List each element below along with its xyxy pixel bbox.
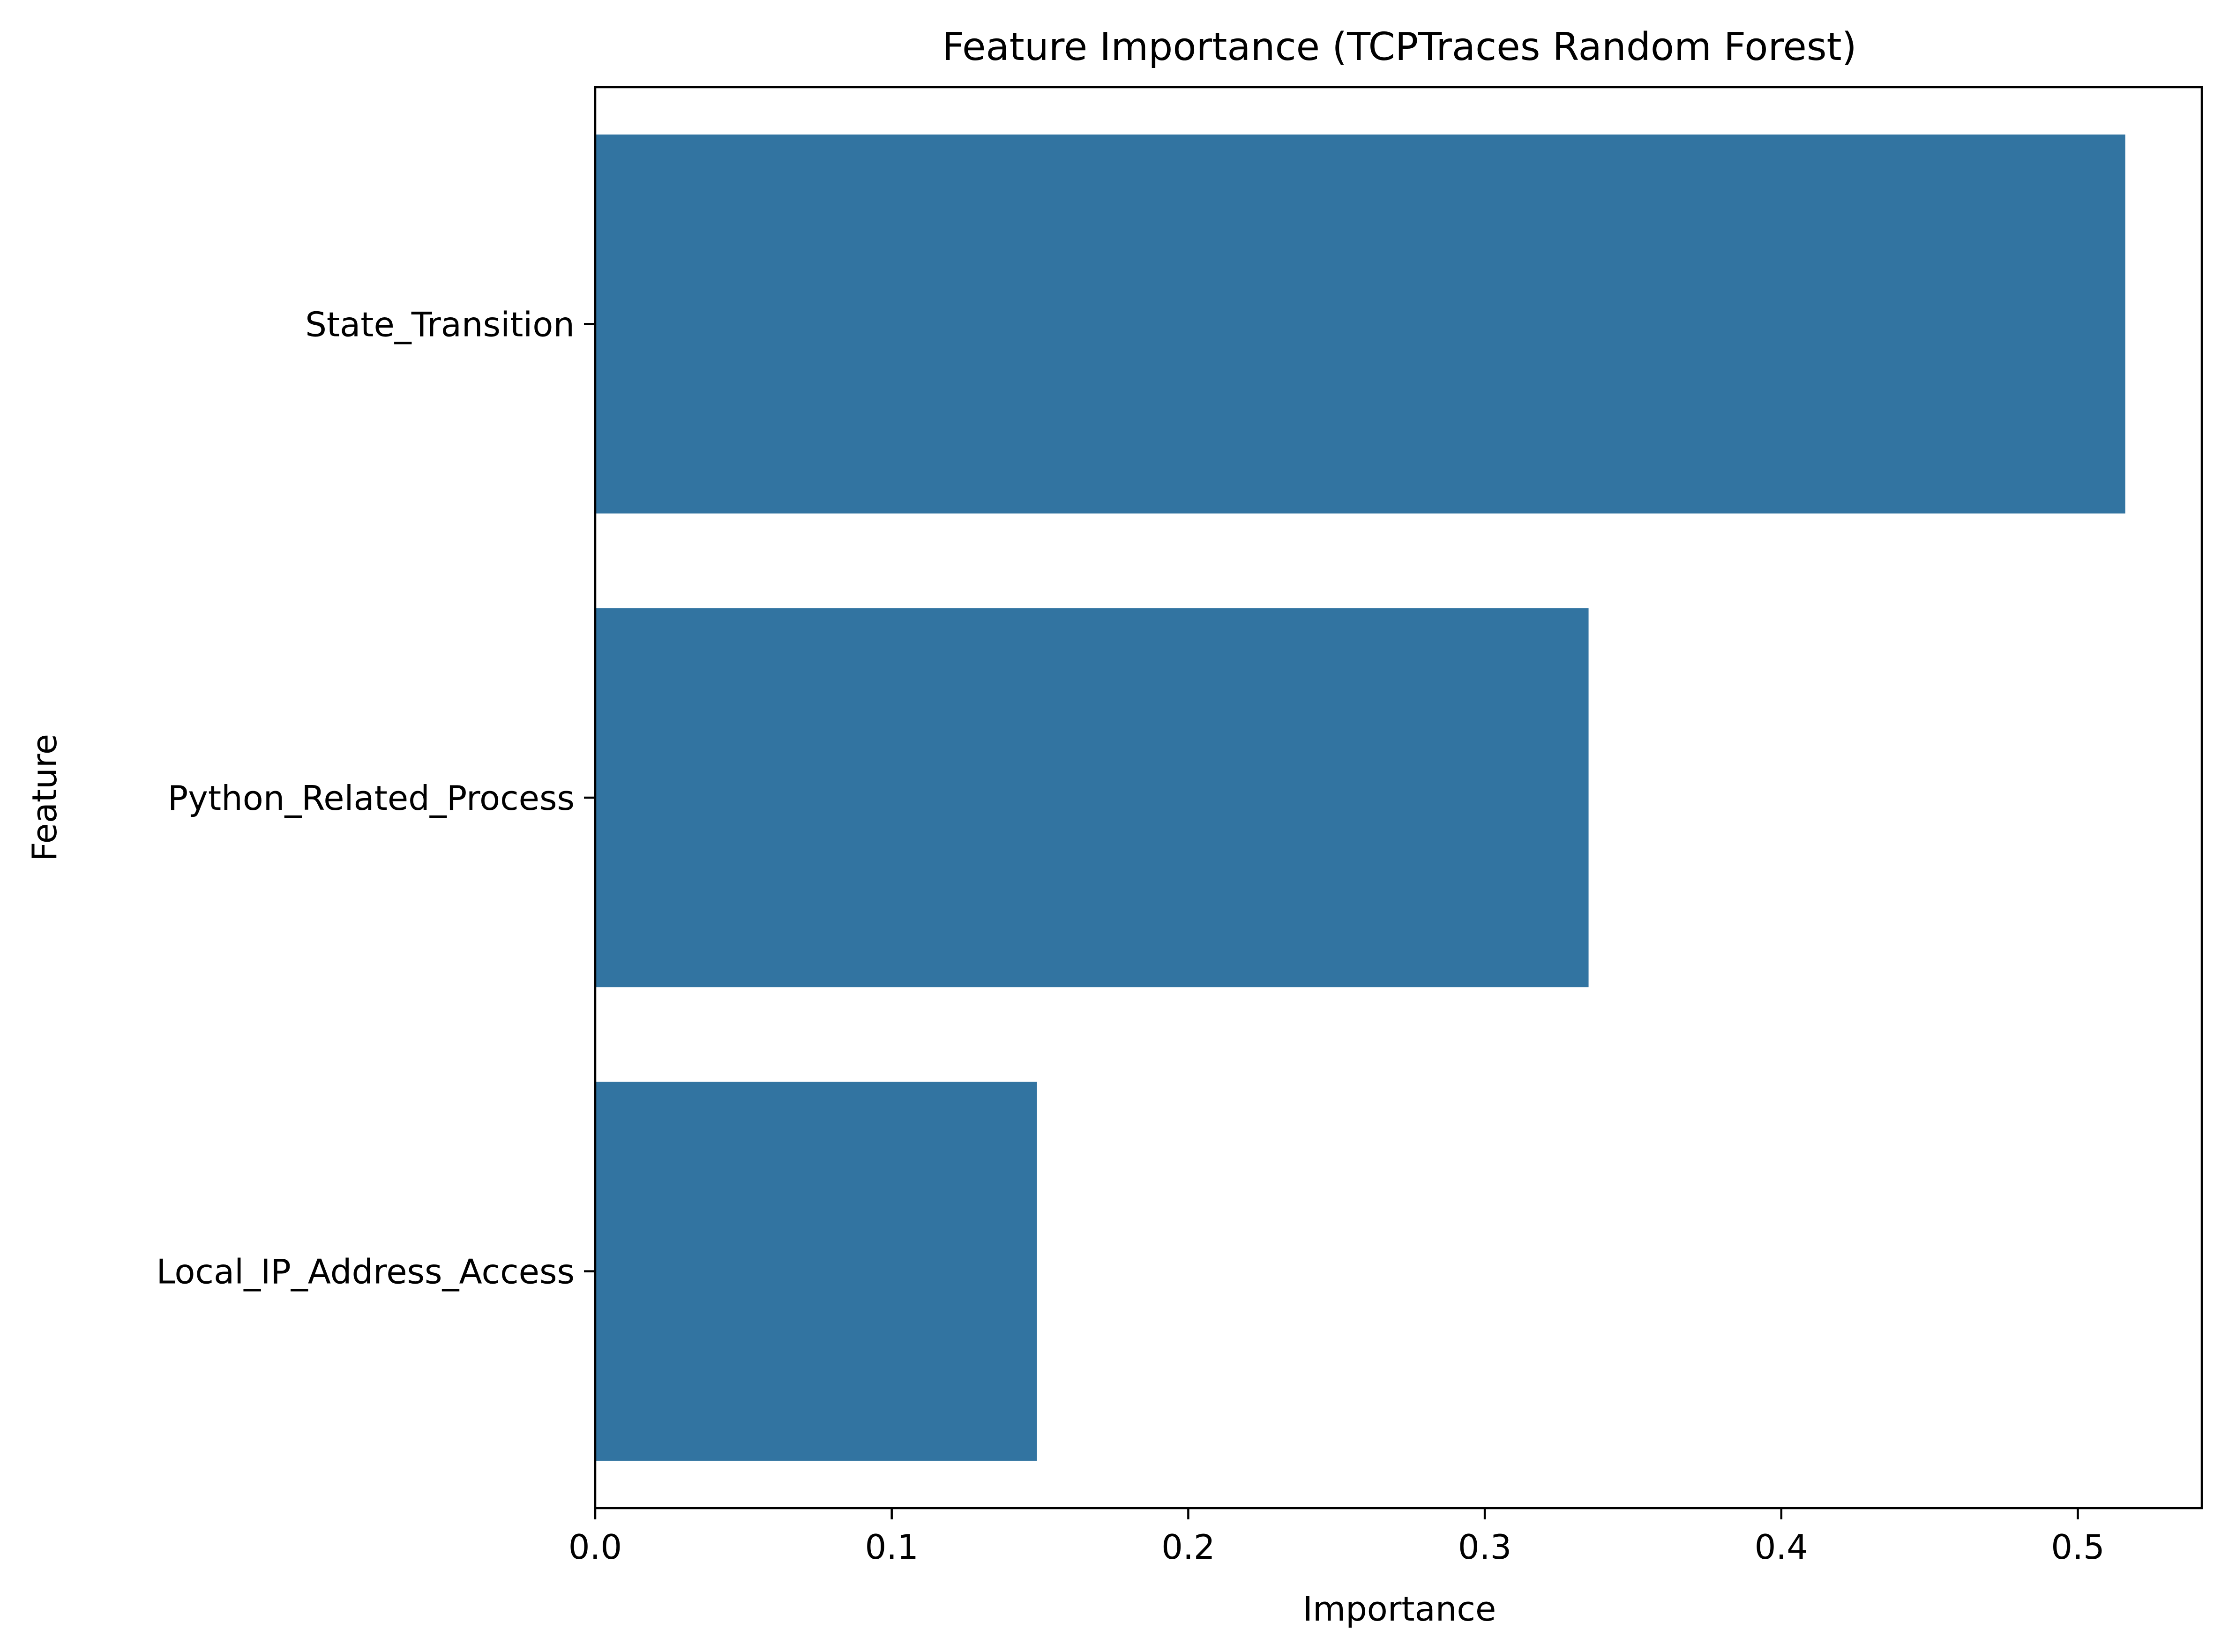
bar-state-transition	[595, 135, 2125, 514]
y-axis-ticks: State_Transition Python_Related_Process Lo…	[157, 305, 595, 1292]
x-axis-label: Importance	[1303, 1589, 1496, 1629]
bars-group	[595, 135, 2125, 1461]
x-tick-label: 0.3	[1458, 1527, 1512, 1567]
y-tick-label: Python_Related_Process	[168, 778, 575, 818]
y-tick-label: Local_IP_Address_Access	[157, 1252, 575, 1292]
bar-local-ip-address-access	[595, 1082, 1037, 1461]
x-tick-label: 0.1	[865, 1527, 919, 1567]
y-tick-label: State_Transition	[305, 305, 575, 344]
x-tick-label: 0.5	[2051, 1527, 2105, 1567]
x-tick-label: 0.2	[1161, 1527, 1215, 1567]
plot-frame	[594, 86, 2203, 1510]
x-tick-label: 0.0	[568, 1527, 622, 1567]
chart-title: Feature Importance (TCPTraces Random For…	[942, 25, 1856, 69]
x-tick-label: 0.4	[1755, 1527, 1809, 1567]
y-axis-label: Feature	[25, 734, 64, 861]
bar-python-related-process	[595, 608, 1589, 987]
x-axis-ticks: 0.0 0.1 0.2 0.3 0.4 0.5	[568, 1508, 2105, 1567]
